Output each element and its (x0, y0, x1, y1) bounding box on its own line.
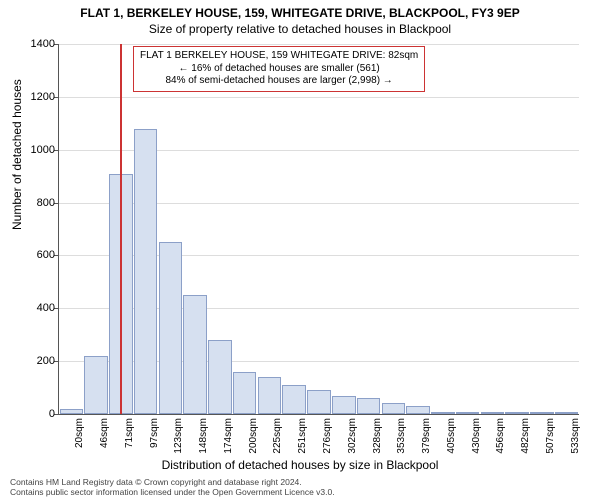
footer: Contains HM Land Registry data © Crown c… (10, 478, 335, 498)
histogram-bar (159, 242, 183, 414)
xtick-label: 456sqm (495, 418, 506, 454)
ytick-label: 200 (15, 355, 55, 367)
ytick-label: 1200 (15, 91, 55, 103)
ytick-label: 400 (15, 302, 55, 314)
histogram-bar (258, 377, 282, 414)
histogram-bar (505, 412, 529, 414)
xtick-label: 430sqm (471, 418, 482, 454)
xtick-label: 97sqm (149, 418, 160, 448)
histogram-bar (233, 372, 257, 414)
xtick-label: 20sqm (74, 418, 85, 448)
ytick-label: 600 (15, 249, 55, 261)
xtick-label: 123sqm (173, 418, 184, 454)
title-line-1: FLAT 1, BERKELEY HOUSE, 159, WHITEGATE D… (0, 0, 600, 20)
histogram-bar (60, 409, 84, 414)
property-marker-line (120, 44, 122, 414)
xtick-label: 251sqm (297, 418, 308, 454)
xtick-label: 46sqm (99, 418, 110, 448)
xtick-label: 71sqm (124, 418, 135, 448)
annotation-line-1: FLAT 1 BERKELEY HOUSE, 159 WHITEGATE DRI… (140, 50, 418, 63)
xtick-label: 148sqm (198, 418, 209, 454)
histogram-bar (307, 390, 331, 414)
histogram-bar (456, 412, 480, 414)
xtick-label: 328sqm (372, 418, 383, 454)
annotation-line-2: ← 16% of detached houses are smaller (56… (140, 63, 418, 76)
xtick-label: 174sqm (223, 418, 234, 454)
xtick-label: 405sqm (446, 418, 457, 454)
histogram-bar (282, 385, 306, 414)
xtick-label: 225sqm (272, 418, 283, 454)
ytick-label: 0 (15, 408, 55, 420)
histogram-bar (530, 412, 554, 414)
histogram-bar (208, 340, 232, 414)
histogram-bar (183, 295, 207, 414)
xtick-label: 533sqm (570, 418, 581, 454)
ytick-label: 1400 (15, 38, 55, 50)
plot-area: 020040060080010001200140020sqm46sqm71sqm… (58, 44, 579, 415)
chart-area: 020040060080010001200140020sqm46sqm71sqm… (58, 44, 578, 414)
histogram-bar (134, 129, 158, 414)
gridline (59, 44, 579, 45)
xtick-label: 482sqm (520, 418, 531, 454)
histogram-bar (431, 412, 455, 414)
xtick-label: 302sqm (347, 418, 358, 454)
x-axis-label: Distribution of detached houses by size … (0, 458, 600, 472)
histogram-bar (555, 412, 579, 414)
ytick-label: 1000 (15, 144, 55, 156)
histogram-bar (406, 406, 430, 414)
ytick-label: 800 (15, 197, 55, 209)
footer-line-2: Contains public sector information licen… (10, 488, 335, 498)
annotation-box: FLAT 1 BERKELEY HOUSE, 159 WHITEGATE DRI… (133, 46, 425, 92)
chart-container: FLAT 1, BERKELEY HOUSE, 159, WHITEGATE D… (0, 0, 600, 500)
annotation-line-3: 84% of semi-detached houses are larger (… (140, 75, 418, 88)
xtick-label: 379sqm (421, 418, 432, 454)
histogram-bar (481, 412, 505, 414)
xtick-label: 276sqm (322, 418, 333, 454)
histogram-bar (84, 356, 108, 414)
gridline (59, 97, 579, 98)
xtick-label: 507sqm (545, 418, 556, 454)
histogram-bar (332, 396, 356, 415)
histogram-bar (382, 403, 406, 414)
title-line-2: Size of property relative to detached ho… (0, 20, 600, 36)
xtick-label: 200sqm (248, 418, 259, 454)
histogram-bar (357, 398, 381, 414)
xtick-label: 353sqm (396, 418, 407, 454)
